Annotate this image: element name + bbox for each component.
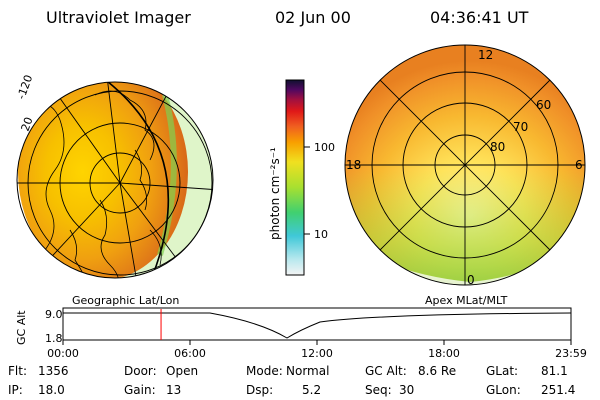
altitude-x-ticks (62, 340, 572, 345)
mlt-label-0: 0 (467, 273, 475, 287)
mlt-label-6: 6 (575, 158, 583, 172)
gain-label: Gain: (124, 383, 156, 397)
flt-label: Flt: (8, 364, 27, 378)
coastlines (29, 90, 162, 278)
mlat-mlt-grid (345, 45, 585, 285)
door-value: Open (166, 364, 199, 378)
latlon-grid (17, 82, 213, 278)
terminator-line (94, 82, 170, 278)
time-tick-label: 06:00 (174, 347, 206, 360)
colorbar-ticks (304, 146, 310, 235)
mlat-label-80: 80 (490, 140, 505, 154)
apex-image-panel (344, 44, 586, 286)
date-label: 02 Jun 00 (275, 8, 351, 27)
time-tick-label: 23:59 (555, 347, 587, 360)
longitude-edge-label: -120 (15, 73, 36, 101)
green-oval-region (345, 170, 585, 285)
gain-value: 13 (166, 383, 182, 397)
instrument-title: Ultraviolet Imager (46, 8, 191, 27)
gcalt-value: 8.6 Re (418, 364, 457, 378)
geographic-caption: Geographic Lat/Lon (72, 294, 179, 307)
apex-caption: Apex MLat/MLT (425, 294, 508, 307)
geographic-image-panel (16, 81, 214, 279)
door-label: Door: (124, 364, 157, 378)
mode-label: Mode: (246, 364, 283, 378)
mlt-label-12: 12 (478, 48, 493, 62)
longitude-edge-label: 20 (19, 115, 36, 133)
seq-value: 30 (399, 383, 415, 397)
time-tick-label: 18:00 (428, 347, 460, 360)
ip-value: 18.0 (38, 383, 65, 397)
mlt-label-18: 18 (346, 158, 361, 172)
flt-value: 1356 (38, 364, 69, 378)
mode-value: Normal (286, 364, 330, 378)
colorbar-tick-label: 100 (314, 141, 335, 154)
glon-label: GLon: (486, 383, 521, 397)
mlat-label-60: 60 (536, 98, 551, 112)
altitude-ymax-label: 9.0 (45, 308, 63, 321)
glat-value: 81.1 (541, 364, 568, 378)
time-tick-label: 12:00 (301, 347, 333, 360)
gcalt-label: GC Alt: (365, 364, 407, 378)
dsp-value: 5.2 (302, 383, 322, 397)
altitude-axis-label: GC Alt (15, 310, 28, 345)
glon-value: 251.4 (541, 383, 576, 397)
intensity-colorbar (285, 79, 305, 276)
ip-label: IP: (8, 383, 23, 397)
mlat-label-70: 70 (513, 120, 528, 134)
colorbar-unit-label: photon cm⁻²s⁻¹ (268, 147, 282, 240)
geographic-disk-outline (16, 81, 214, 279)
dsp-label: Dsp: (246, 383, 274, 397)
time-tick-label: 00:00 (47, 347, 79, 360)
altitude-trace (63, 312, 572, 339)
time-label: 04:36:41 UT (430, 8, 529, 27)
glat-label: GLat: (486, 364, 519, 378)
seq-label: Seq: (365, 383, 392, 397)
altitude-ymin-label: 1.8 (45, 332, 63, 345)
colorbar-tick-label: 10 (314, 228, 328, 241)
